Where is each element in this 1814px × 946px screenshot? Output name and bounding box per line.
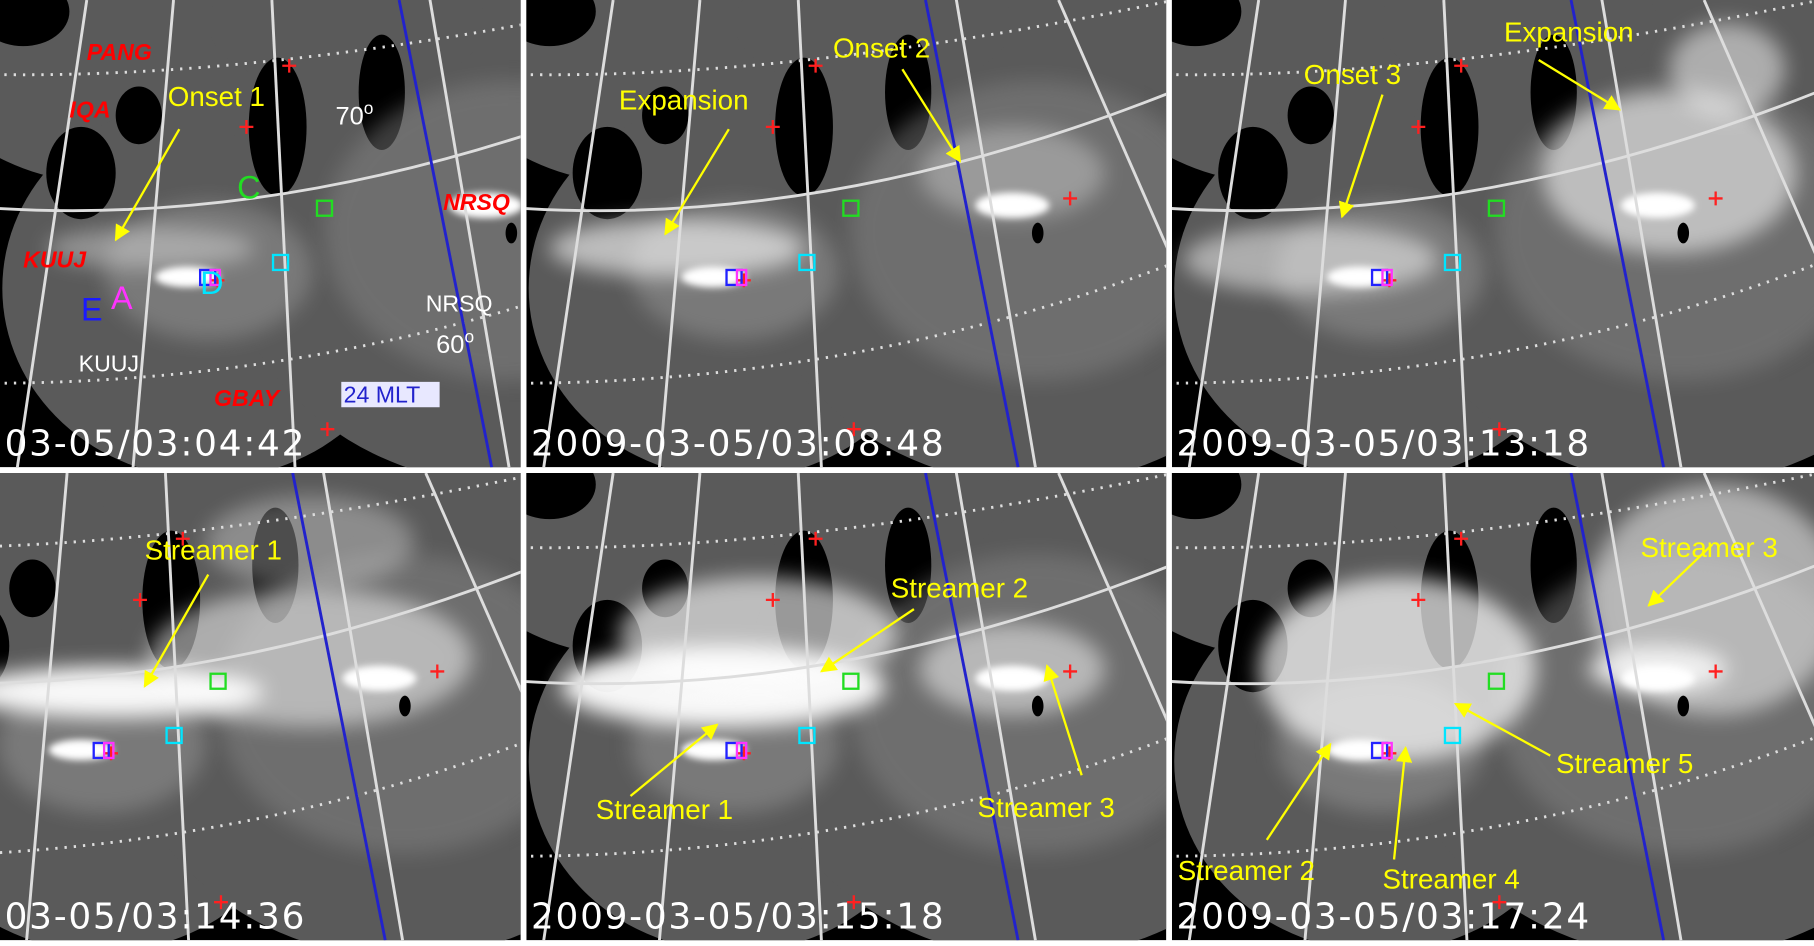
meridian-label: 24 MLT [344, 382, 421, 408]
aurora-glow [1542, 92, 1797, 254]
latitude-degree: o [464, 327, 474, 347]
annotation: Expansion [619, 85, 749, 116]
camera-artifact [1677, 696, 1689, 717]
annotation: Streamer 4 [1382, 863, 1519, 894]
camera-artifact [1032, 696, 1044, 717]
annotation: Streamer 1 [145, 535, 282, 566]
annotation: E [81, 292, 103, 328]
annotation: Streamer 5 [1556, 748, 1693, 779]
annotation: Streamer 3 [1640, 532, 1777, 563]
aurora-spot [342, 666, 416, 691]
timestamp: 2009-03-05/03:08:48 [531, 424, 945, 465]
aurora-glow [1183, 225, 1438, 294]
figure: 24 MLT70o60oPANGIQANRSQKUUJGBAYCDEAKUUJN… [0, 0, 1814, 946]
aurora-spot [1621, 193, 1695, 218]
land [116, 87, 162, 145]
station-label: KUUJ [23, 247, 87, 273]
annotation: NRSQ [426, 291, 493, 317]
annotation: Streamer 1 [596, 794, 733, 825]
land [9, 560, 55, 618]
timestamp: 03-05/03:04:42 [5, 424, 307, 465]
camera-artifact [1677, 223, 1689, 244]
annotation: A [111, 280, 133, 316]
annotation: Streamer 3 [978, 792, 1115, 823]
annotation: Expansion [1504, 17, 1634, 48]
latitude-degree: o [364, 98, 374, 118]
station-label: NRSQ [443, 189, 510, 215]
latitude-value: 70 [335, 103, 363, 131]
annotation: Onset 1 [168, 81, 265, 112]
land [1288, 87, 1334, 145]
annotation: D [200, 265, 223, 301]
timestamp: 2009-03-05/03:13:18 [1177, 424, 1591, 465]
timestamp: 2009-03-05/03:15:18 [531, 897, 945, 938]
aurora-glow [1669, 23, 1785, 115]
annotation: Streamer 2 [1178, 855, 1315, 886]
aurora-glow [1259, 577, 1537, 762]
aurora-spot [975, 666, 1049, 691]
latitude-value: 60 [436, 331, 464, 359]
annotation: Streamer 2 [891, 573, 1028, 604]
camera-artifact [399, 696, 411, 717]
station-label: IQA [69, 97, 110, 123]
camera-artifact [1032, 223, 1044, 244]
annotation: KUUJ [79, 351, 139, 377]
annotation: C [237, 169, 260, 205]
timestamp: 2009-03-05/03:17:24 [1177, 897, 1591, 938]
station-label: PANG [87, 39, 152, 65]
aurora-spot [975, 193, 1049, 218]
aurora-glow [148, 588, 472, 726]
timestamp: 03-05/03:14:36 [5, 897, 307, 938]
aurora-spot [1621, 666, 1695, 691]
annotation: Onset 3 [1304, 59, 1401, 90]
annotation: Onset 2 [833, 33, 930, 64]
station-label: GBAY [214, 385, 282, 411]
camera-artifact [506, 223, 518, 244]
